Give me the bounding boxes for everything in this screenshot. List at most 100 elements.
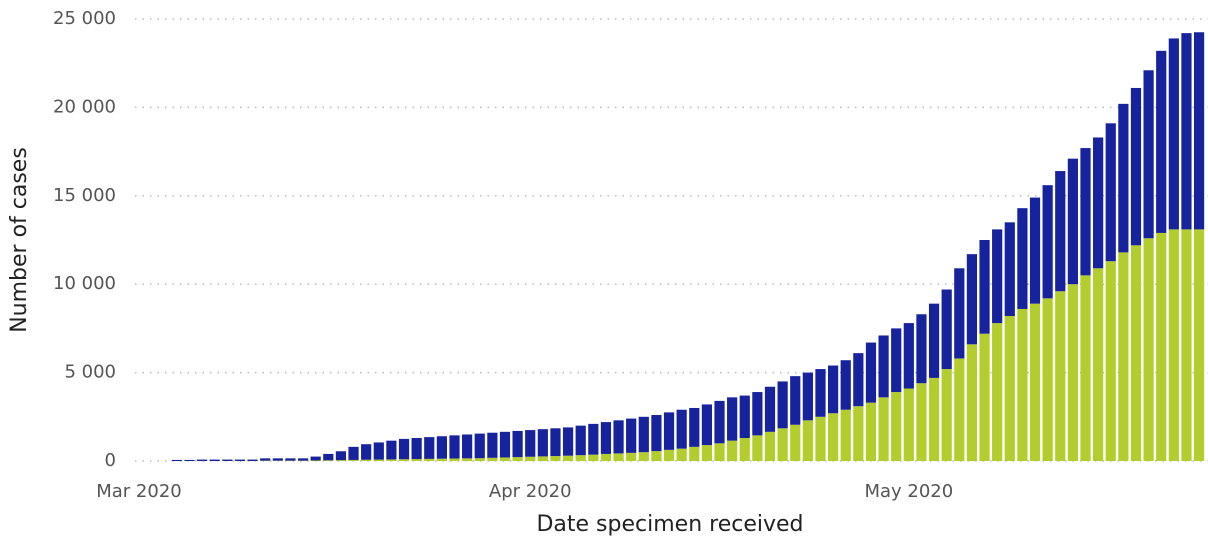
bar-segment — [1193, 229, 1205, 461]
bar-segment — [335, 460, 347, 461]
bar-segment — [714, 400, 725, 444]
bar-segment — [954, 268, 965, 359]
bar-segment — [966, 344, 978, 461]
y-tick-label: 5 000 — [64, 362, 116, 383]
bar-segment — [209, 459, 220, 461]
bar-segment — [739, 438, 750, 461]
y-tick-label: 10 000 — [53, 273, 116, 294]
bar-segment — [1093, 137, 1104, 269]
bar-segment — [727, 440, 738, 461]
bar-segment — [777, 381, 788, 429]
bar-segment — [550, 456, 561, 461]
bar-segment — [663, 412, 675, 450]
bar-segment — [588, 454, 599, 461]
bar-segment — [840, 360, 851, 410]
bar-segment — [853, 406, 864, 461]
bar-segment — [436, 458, 447, 461]
bar-segment — [613, 453, 624, 461]
bar-segment — [197, 459, 208, 461]
bar-segment — [398, 438, 410, 460]
bar-segment — [916, 383, 927, 461]
bar-segment — [1156, 232, 1167, 461]
bar-segment — [335, 451, 347, 461]
y-tick-label: 15 000 — [53, 185, 116, 206]
bar-segment — [525, 456, 536, 461]
bar-segment — [184, 459, 195, 461]
bar-segment — [626, 452, 637, 461]
bar-segment — [954, 358, 965, 461]
bar-segment — [916, 314, 927, 384]
bar-segment — [752, 392, 763, 436]
bar-segment — [626, 418, 637, 453]
bar-segment — [272, 458, 283, 461]
bar-segment — [424, 458, 435, 461]
bar-segment — [790, 376, 801, 425]
bar-segment — [449, 435, 460, 459]
bar-segment — [171, 459, 182, 461]
bar-segment — [853, 353, 864, 407]
bar-segment — [764, 431, 776, 461]
bar-segment — [1168, 229, 1179, 461]
y-axis-title: Number of cases — [7, 147, 32, 333]
bar-segment — [588, 423, 599, 455]
bar-segment — [550, 428, 561, 457]
bar-segment — [891, 328, 902, 393]
bar-segment — [941, 289, 952, 370]
bar-segment — [285, 458, 296, 461]
bar-segment — [878, 335, 889, 398]
bar-segment — [739, 395, 750, 439]
y-tick-label: 0 — [105, 450, 116, 471]
bar-segment — [537, 456, 548, 461]
bar-segment — [840, 409, 851, 461]
bar-segment — [600, 453, 612, 461]
bar-segment — [487, 432, 498, 458]
bar-segment — [701, 404, 712, 446]
bar-segment — [777, 428, 788, 461]
bar-segment — [1181, 229, 1192, 461]
bar-segment — [1118, 252, 1129, 461]
bar-segment — [525, 430, 536, 457]
bar-segment — [499, 431, 511, 458]
bar-segment — [1017, 308, 1028, 461]
bar-segment — [1029, 303, 1041, 461]
bar-segment — [348, 459, 359, 461]
bar-segment — [436, 436, 447, 459]
bar-segment — [512, 430, 523, 458]
bar-segment — [449, 458, 460, 461]
bar-segment — [651, 415, 662, 452]
bar-segment — [512, 457, 523, 461]
bar-segment — [865, 402, 877, 461]
bar-segment — [865, 342, 877, 403]
bar-segment — [323, 460, 334, 461]
bar-segment — [966, 254, 978, 345]
bar-segment — [790, 424, 801, 461]
bar-segment — [714, 443, 725, 461]
bar-segment — [1093, 268, 1104, 461]
bar-segment — [828, 365, 839, 414]
bar-segment — [600, 422, 612, 454]
bar-segment — [1055, 291, 1066, 461]
bar-segment — [689, 446, 700, 461]
bar-segment — [411, 459, 422, 461]
bar-segment — [815, 369, 826, 417]
bar-segment — [1067, 284, 1078, 461]
bar-segment — [802, 372, 813, 421]
bar-segment — [462, 458, 473, 461]
bar-segment — [992, 323, 1003, 461]
bar-segment — [1017, 208, 1028, 309]
bar-segment — [1143, 70, 1154, 239]
bar-segment — [247, 459, 258, 461]
x-tick-label: Apr 2020 — [489, 481, 572, 502]
bar-segment — [537, 429, 548, 457]
bar-segment — [1130, 245, 1142, 461]
bar-segment — [386, 440, 397, 460]
bar-segment — [474, 433, 485, 459]
bar-segment — [992, 229, 1003, 324]
bar-segment — [676, 409, 687, 449]
bar-segment — [903, 388, 914, 461]
bar-segment — [1080, 148, 1091, 276]
bar-segment — [1181, 33, 1192, 230]
bar-segment — [676, 448, 687, 461]
bar-segment — [462, 434, 473, 459]
